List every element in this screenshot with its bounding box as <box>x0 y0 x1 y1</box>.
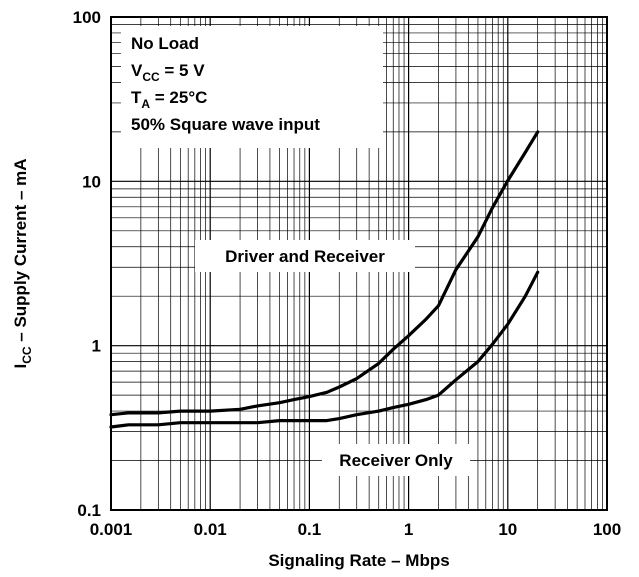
condition-rest: = 25°C <box>150 88 207 107</box>
y-tick-label: 100 <box>73 8 101 27</box>
plot-frame <box>110 16 608 511</box>
receiver-only-line <box>109 270 540 429</box>
y-tick-label: 10 <box>82 172 101 191</box>
y-axis-title-rest: – Supply Current – mA <box>11 158 30 346</box>
condition-main: No Load <box>131 34 199 53</box>
driver-receiver-label: Driver and Receiver <box>225 247 385 266</box>
receiver-only-label-box <box>322 444 470 476</box>
y-axis-title-main: I <box>11 364 30 369</box>
x-tick-label: 0.01 <box>194 520 227 539</box>
condition-line: TA = 25°C <box>131 88 207 111</box>
condition-subscript: A <box>141 97 150 111</box>
condition-line: No Load <box>131 34 199 53</box>
x-tick-label: 100 <box>593 520 621 539</box>
receiver-only-label: Receiver Only <box>339 451 453 470</box>
x-tick-label: 0.001 <box>90 520 133 539</box>
driver-receiver-label-box <box>195 240 415 272</box>
y-axis-title-sub: CC <box>20 346 34 364</box>
x-tick-label: 1 <box>404 520 413 539</box>
condition-main: T <box>131 88 142 107</box>
conditions-box <box>121 26 383 148</box>
series-layer <box>109 130 540 429</box>
y-tick-labels: 0.1 1 10 100 <box>73 8 101 520</box>
y-axis-title: ICC – Supply Current – mA <box>11 158 34 368</box>
y-tick-label: 0.1 <box>77 501 101 520</box>
x-tick-labels: 0.001 0.01 0.1 1 10 100 <box>90 520 621 539</box>
y-tick-label: 1 <box>92 337 101 356</box>
condition-subscript: CC <box>142 70 160 84</box>
condition-line: 50% Square wave input <box>131 115 320 134</box>
driver-and-receiver-line <box>109 130 540 417</box>
x-tick-label: 10 <box>498 520 517 539</box>
condition-line: VCC = 5 V <box>131 61 205 84</box>
condition-main: 50% Square wave input <box>131 115 320 134</box>
x-axis-title: Signaling Rate – Mbps <box>268 551 449 570</box>
condition-rest: = 5 V <box>160 61 206 80</box>
condition-main: V <box>131 61 143 80</box>
x-tick-label: 0.1 <box>298 520 322 539</box>
conditions-text: No Load VCC = 5 V TA = 25°C 50% Square wave… <box>131 34 320 134</box>
